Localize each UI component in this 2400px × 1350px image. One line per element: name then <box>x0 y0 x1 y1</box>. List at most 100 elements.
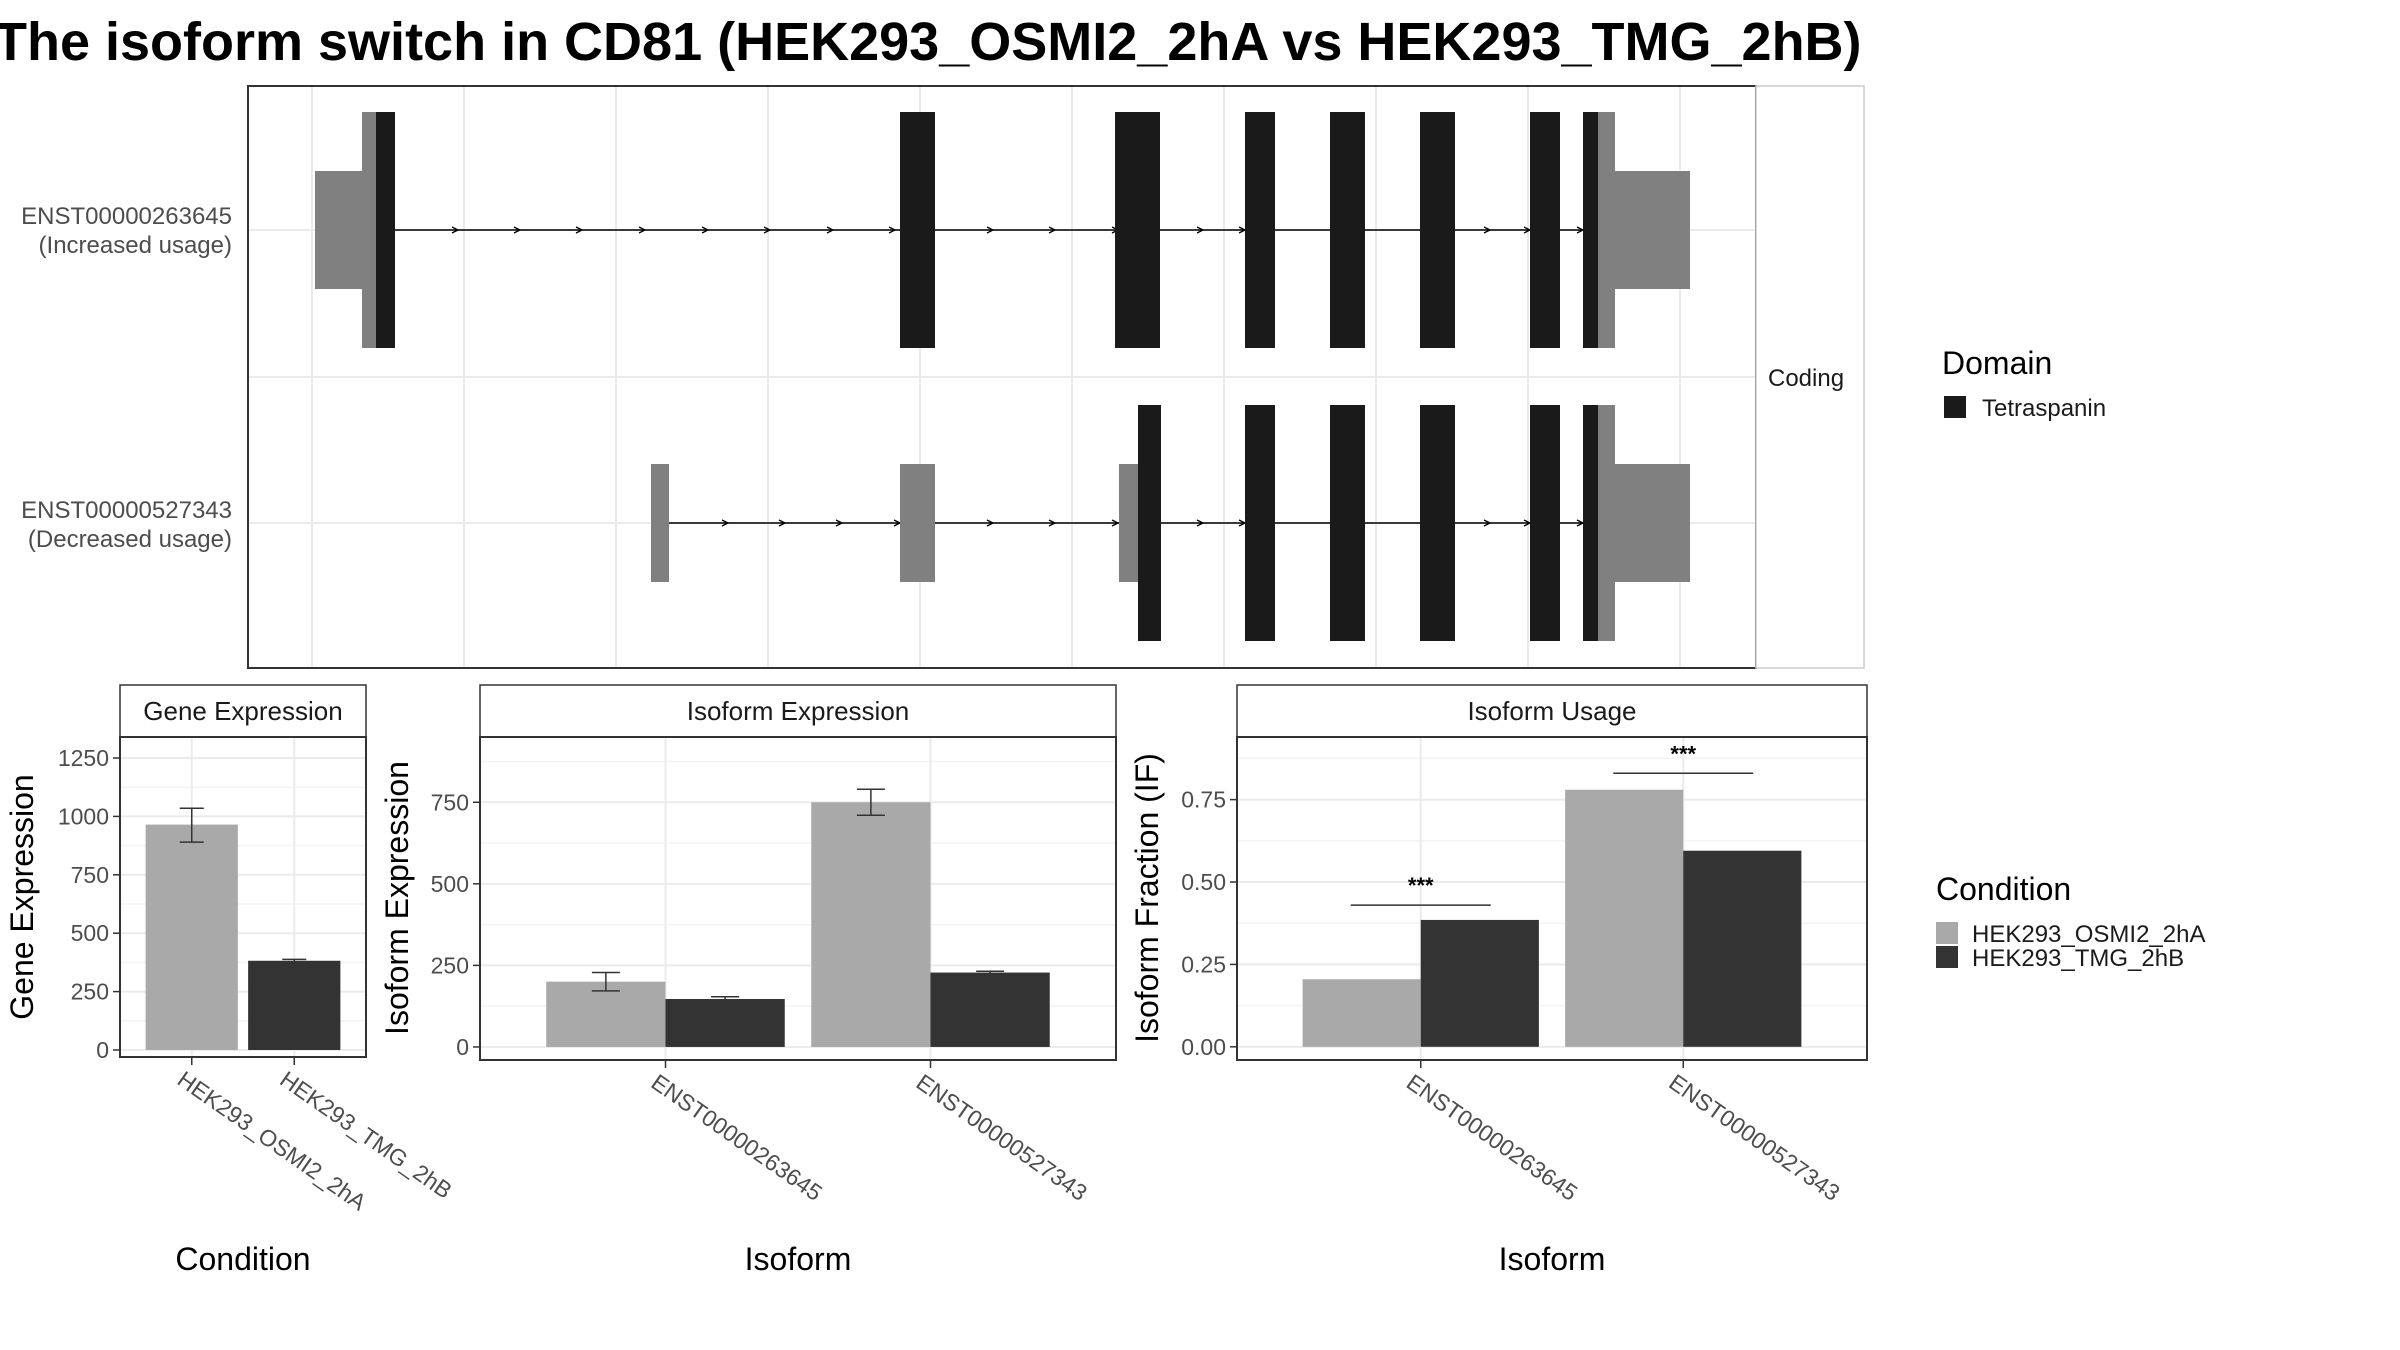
transcript-2-usage: (Decreased usage) <box>28 526 232 553</box>
iso-usage-bar-1-1 <box>1683 850 1802 1047</box>
iso-usage-ytick-label-3: 0.75 <box>1181 787 1226 813</box>
transcript-structures <box>315 112 1690 641</box>
utr-block-1-0 <box>651 464 669 582</box>
iso-usage-sig-label-1: *** <box>1670 741 1696 766</box>
intron-arrow-1-9 <box>1483 519 1492 527</box>
coding-strip <box>1755 85 1865 669</box>
intron-arrow-1-4 <box>986 519 995 527</box>
intron-arrow-1-2 <box>835 519 844 527</box>
utr-block-1-3 <box>1595 405 1615 641</box>
transcript-1-usage: (Increased usage) <box>39 232 232 259</box>
isoform-usage-strip-label: Isoform Usage <box>1467 696 1636 726</box>
coding-exon-1-4 <box>1530 405 1560 641</box>
utr-block-1-2 <box>1119 464 1140 582</box>
coding-strip-label: Coding <box>1768 365 1844 392</box>
coding-exon-0-7 <box>1583 112 1598 348</box>
domain-legend-title: Domain <box>1942 345 2052 381</box>
isoform-expression-panel: Isoform Expression 0 250 500 750 ENST0000026… <box>379 684 1117 1277</box>
iso-usage-bar-0-1 <box>1565 789 1684 1047</box>
intron-arrow-0-7 <box>888 226 897 234</box>
isoform-expression-strip <box>479 684 1117 738</box>
isoform-usage-xlabel: Isoform <box>1499 1241 1606 1277</box>
iso-usage-ytick-label-0: 0.00 <box>1181 1034 1226 1060</box>
domain-legend-item: Tetraspanin <box>1982 395 2106 422</box>
iso-expr-bar-0-0 <box>546 981 666 1047</box>
isoform-usage-panel: Isoform Usage 0.00 0.25 0.50 0.75 *** *** ENST… <box>1129 684 1868 1277</box>
gene-expr-bar-0 <box>145 824 238 1050</box>
condition-legend: Condition HEK293_OSMI2_2hA HEK293_TMG_2h… <box>1936 871 2205 972</box>
coding-exon-1-5 <box>1583 405 1598 641</box>
coding-exon-1-1 <box>1245 405 1275 641</box>
utr-block-0-1 <box>362 112 378 348</box>
intron-arrow-0-2 <box>575 226 584 234</box>
gene-expression-strip-label: Gene Expression <box>143 696 342 726</box>
iso-expr-xtick-label-1: ENST00000527343 <box>912 1069 1092 1206</box>
gene-expr-xtick-label-1: HEK293_TMG_2hB <box>275 1066 456 1204</box>
gene-expr-bar-1 <box>248 960 341 1050</box>
intron-arrow-0-1 <box>513 226 522 234</box>
domain-legend: Domain Tetraspanin <box>1942 345 2106 422</box>
intron-arrow-1-0 <box>721 519 730 527</box>
coding-exon-1-2 <box>1330 405 1365 641</box>
isoform-expression-plot: 0 250 500 750 ENST00000263645 ENST00000527343 <box>431 737 1116 1206</box>
isoform-usage-panel-border <box>1236 736 1868 1061</box>
isoform-usage-plot: 0.00 0.25 0.50 0.75 *** *** ENST00000263645 ENS… <box>1181 737 1867 1206</box>
iso-usage-sig-label-0: *** <box>1408 873 1434 898</box>
utr-block-0-2 <box>1595 112 1615 348</box>
iso-expr-ytick-label-1: 250 <box>431 952 469 978</box>
isoform-expression-ylabel: Isoform Expression <box>379 761 415 1035</box>
coding-exon-0-0 <box>376 112 395 348</box>
intron-arrow-0-9 <box>1048 226 1057 234</box>
isoform-usage-strip <box>1236 684 1868 738</box>
coding-exon-0-1 <box>900 112 935 348</box>
utr-block-0-3 <box>1612 171 1690 289</box>
transcript-1-id: ENST00000263645 <box>21 203 232 230</box>
iso-expr-bar-0-1 <box>811 802 931 1047</box>
isoform-usage-ylabel: Isoform Fraction (IF) <box>1129 753 1165 1043</box>
transcript-2-id: ENST00000527343 <box>21 497 232 524</box>
coding-exon-0-3 <box>1245 112 1275 348</box>
intron-arrow-0-13 <box>1483 226 1492 234</box>
intron-arrow-1-1 <box>778 519 787 527</box>
figure-title: The isoform switch in CD81 (HEK293_OSMI2… <box>0 12 1862 72</box>
gene-expr-ytick-label-2: 500 <box>71 920 109 946</box>
iso-usage-xtick-label-1: ENST00000527343 <box>1664 1069 1844 1206</box>
gene-expression-ylabel: Gene Expression <box>4 774 40 1019</box>
iso-usage-xtick-label-0: ENST00000263645 <box>1402 1069 1582 1206</box>
condition-legend-item-a: HEK293_OSMI2_2hA <box>1972 921 2205 948</box>
coding-exon-0-5 <box>1420 112 1455 348</box>
iso-usage-ytick-label-2: 0.50 <box>1181 869 1226 895</box>
coding-exon-1-3 <box>1420 405 1455 641</box>
gene-expr-ytick-label-0: 0 <box>96 1037 109 1063</box>
intron-arrow-0-6 <box>826 226 835 234</box>
intron-arrow-0-5 <box>763 226 772 234</box>
utr-block-0-0 <box>315 171 365 289</box>
gene-expression-panel-border <box>119 736 367 1058</box>
intron-arrow-1-6 <box>1111 519 1120 527</box>
isoform-expression-xlabel: Isoform <box>745 1241 852 1277</box>
domain-legend-swatch <box>1944 396 1966 418</box>
gene-expression-xlabel: Condition <box>175 1241 310 1277</box>
coding-exon-0-2 <box>1115 112 1160 348</box>
isoform-expression-panel-border <box>479 736 1117 1061</box>
condition-legend-title: Condition <box>1936 871 2071 907</box>
iso-usage-bar-1-0 <box>1420 919 1539 1047</box>
utr-block-1-4 <box>1612 464 1690 582</box>
intron-arrow-0-3 <box>638 226 647 234</box>
transcript-panel: Coding ENST00000263645 (Increased usage)… <box>21 85 1865 669</box>
coding-exon-0-6 <box>1530 112 1560 348</box>
iso-expr-xtick-label-0: ENST00000263645 <box>647 1069 827 1206</box>
iso-expr-bar-1-0 <box>665 998 785 1047</box>
iso-expr-ytick-label-3: 750 <box>431 789 469 815</box>
gene-expr-ytick-label-1: 250 <box>71 979 109 1005</box>
iso-usage-ytick-label-1: 0.25 <box>1181 951 1226 977</box>
gene-expr-ytick-label-3: 750 <box>71 862 109 888</box>
intron-arrow-1-5 <box>1048 519 1057 527</box>
isoform-expression-strip-label: Isoform Expression <box>687 696 910 726</box>
gene-expr-ytick-label-4: 1000 <box>58 803 109 829</box>
condition-legend-swatch-b <box>1936 946 1958 968</box>
coding-exon-0-4 <box>1330 112 1365 348</box>
intron-arrow-0-4 <box>701 226 710 234</box>
gene-expression-strip <box>119 684 367 738</box>
